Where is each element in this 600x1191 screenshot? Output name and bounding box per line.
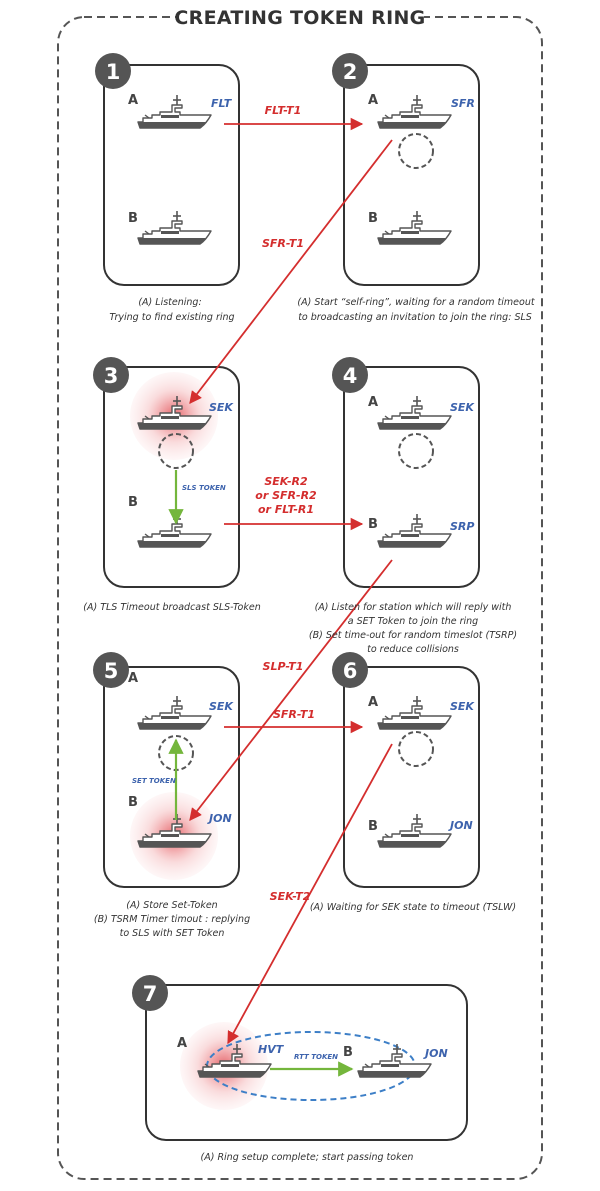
step-3-caption-line-1: (A) TLS Timeout broadcast SLS-Token xyxy=(83,602,260,613)
step-5-ship-a-label: A xyxy=(128,671,138,686)
step-1-badge: 1 xyxy=(95,53,131,89)
step-1-caption-line-1: (A) Listening: xyxy=(138,297,201,308)
step-6-caption-line-1: (A) Waiting for SEK state to timeout (TS… xyxy=(310,902,516,913)
step-7-caption-line-1: (A) Ring setup complete; start passing t… xyxy=(201,1152,414,1163)
title-backdrop xyxy=(176,4,424,30)
msg-sek-r2-line-2: or SFR-R2 xyxy=(255,489,317,502)
step-5-caption-line-3: to SLS with SET Token xyxy=(120,928,225,939)
svg-text:4: 4 xyxy=(343,364,358,388)
step-5-ship-a-state: SEK xyxy=(209,700,234,713)
step-4-badge: 4 xyxy=(332,357,368,393)
step-4-listen-circle xyxy=(398,433,434,469)
msg-sek-t2: SEK-T2 xyxy=(270,890,311,903)
step-5-token-label: SET TOKEN xyxy=(132,777,176,785)
step-2-ship-b-label: B xyxy=(368,211,378,226)
step-2-ship-a-state: SFR xyxy=(451,97,475,110)
diagram-title: CREATING TOKEN RING xyxy=(174,7,425,29)
step-1-caption-line-2: Trying to find existing ring xyxy=(109,312,234,323)
svg-text:7: 7 xyxy=(143,982,158,1006)
step-7-ship-a-state: HVT xyxy=(258,1043,285,1056)
step-4-ship-b-label: B xyxy=(368,517,378,532)
step-6-ship-a-state: SEK xyxy=(450,700,475,713)
svg-text:1: 1 xyxy=(106,60,121,84)
msg-sek-r2-line-1: SEK-R2 xyxy=(264,475,308,488)
svg-text:3: 3 xyxy=(104,364,119,388)
msg-sfr-t1-a: SFR-T1 xyxy=(262,237,304,250)
step-3-ship-a-state: SEK xyxy=(209,401,234,414)
step-7-token-label: RTT TOKEN xyxy=(294,1053,338,1061)
step-7-ship-a-label: A xyxy=(177,1036,187,1051)
sfr-t1-arrow-a xyxy=(189,139,393,404)
step-3-ship-b-label: B xyxy=(128,495,138,510)
svg-text:6: 6 xyxy=(343,659,358,683)
msg-flt-t1: FLT-T1 xyxy=(265,104,302,117)
step-4-box xyxy=(343,366,480,588)
step-3-badge: 3 xyxy=(93,357,129,393)
step-5-ship-b-label: B xyxy=(128,795,138,810)
step-4-caption-line-3: (B) Set time-out for random timeslot (TS… xyxy=(309,630,517,641)
step-6-ship-b-state: JON xyxy=(448,819,473,832)
step-6-ship-a-label: A xyxy=(368,695,378,710)
sek-t2-arrow xyxy=(227,743,393,1045)
step-7-ship-b-state: JON xyxy=(423,1047,448,1060)
step-7-badge: 7 xyxy=(132,975,168,1011)
step-2-badge: 2 xyxy=(332,53,368,89)
step-1-ship-a-state: FLT xyxy=(211,97,233,110)
step-2-ship-a-label: A xyxy=(368,93,378,108)
step-4-caption-line-2: a SET Token to join the ring xyxy=(348,616,478,627)
step-5-caption-line-1: (A) Store Set-Token xyxy=(126,900,217,911)
step-2-caption-line-1: (A) Start “self-ring”, waiting for a ran… xyxy=(297,297,535,308)
step-4-ship-b-state: SRP xyxy=(450,520,474,533)
slp-t1-arrow xyxy=(189,559,393,821)
step-7-ship-b-label: B xyxy=(343,1045,353,1060)
step-6-ship-b-label: B xyxy=(368,819,378,834)
step-6-listen-circle xyxy=(398,731,434,767)
step-2-caption-line-2: to broadcasting an invitation to join th… xyxy=(298,312,532,323)
step-3-token-label: SLS TOKEN xyxy=(182,484,226,492)
svg-text:2: 2 xyxy=(343,60,358,84)
step-4-ship-a-state: SEK xyxy=(450,401,475,414)
step-4-caption-line-1: (A) Listen for station which will reply … xyxy=(315,602,512,613)
msg-slp-t1: SLP-T1 xyxy=(263,660,304,673)
svg-text:5: 5 xyxy=(104,659,119,683)
step-1-ship-b-label: B xyxy=(128,211,138,226)
step-4-ship-a-label: A xyxy=(368,395,378,410)
step-5-ship-b-state: JON xyxy=(207,812,232,825)
step-5-badge: 5 xyxy=(93,652,129,688)
msg-sek-r2-line-3: or FLT-R1 xyxy=(258,503,314,516)
step-6-badge: 6 xyxy=(332,652,368,688)
step-5-caption-line-2: (B) TSRM Timer timout : replying xyxy=(94,914,250,925)
msg-sfr-t1-b: SFR-T1 xyxy=(273,708,315,721)
step-4-caption-line-4: to reduce collisions xyxy=(367,644,459,655)
step-3-listen-circle xyxy=(158,433,194,469)
step-2-listen-circle xyxy=(398,133,434,169)
step-1-ship-a-label: A xyxy=(128,93,138,108)
